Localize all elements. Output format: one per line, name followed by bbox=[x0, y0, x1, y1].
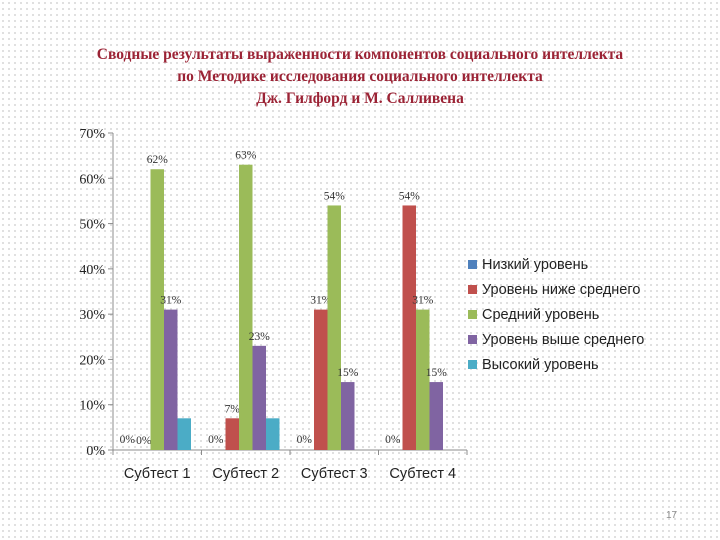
legend-entry: Низкий уровень bbox=[468, 253, 644, 278]
y-tick-label: 60% bbox=[79, 172, 105, 187]
bar bbox=[239, 164, 253, 450]
legend-label: Высокий уровень bbox=[482, 357, 599, 373]
data-label: 63% bbox=[235, 150, 257, 162]
x-tick-label: Субтест 1 bbox=[124, 466, 191, 482]
y-tick-label: 50% bbox=[79, 218, 105, 233]
data-label: 54% bbox=[399, 190, 421, 202]
data-label: 31% bbox=[310, 295, 332, 307]
bar bbox=[164, 309, 178, 450]
y-tick-label: 10% bbox=[79, 399, 105, 414]
bar bbox=[177, 418, 191, 450]
x-tick-label: Субтест 4 bbox=[389, 466, 456, 482]
chart-legend: Низкий уровень Уровень ниже среднего Средн… bbox=[468, 253, 644, 378]
data-label: 54% bbox=[324, 190, 346, 202]
bar bbox=[429, 382, 443, 450]
legend-swatch bbox=[468, 259, 477, 269]
bar bbox=[341, 382, 355, 450]
data-label: 62% bbox=[147, 154, 169, 166]
legend-swatch bbox=[468, 309, 477, 319]
page-number: 17 bbox=[666, 510, 678, 521]
legend-label: Низкий уровень bbox=[482, 257, 589, 273]
data-label: 0% bbox=[136, 435, 152, 447]
bar bbox=[416, 309, 430, 450]
data-label: 23% bbox=[249, 331, 271, 343]
legend-swatch bbox=[468, 359, 477, 369]
y-tick-label: 40% bbox=[79, 263, 105, 278]
bar bbox=[252, 345, 266, 450]
chart-title-line-1: Сводные результаты выраженности компонен… bbox=[96, 46, 624, 63]
y-tick-label: 20% bbox=[79, 353, 105, 368]
legend-entry: Высокий уровень bbox=[468, 353, 644, 378]
data-label: 7% bbox=[225, 403, 241, 415]
chart-title-line-3: Дж. Гилфорд и М. Салливена bbox=[256, 90, 464, 107]
data-label: 0% bbox=[120, 434, 136, 446]
legend-entry: Уровень ниже среднего bbox=[468, 278, 644, 303]
legend-swatch bbox=[468, 284, 477, 294]
y-tick-label: 30% bbox=[79, 308, 105, 323]
data-label: 0% bbox=[385, 434, 401, 446]
chart-title-line-2: по Методике исследования социального инт… bbox=[177, 68, 543, 85]
data-label: 31% bbox=[412, 295, 434, 307]
data-label: 0% bbox=[297, 434, 313, 446]
chart-title: Сводные результаты выраженности компонен… bbox=[0, 44, 720, 110]
data-label: 31% bbox=[160, 295, 182, 307]
y-tick-label: 70% bbox=[79, 127, 105, 142]
legend-label: Уровень выше среднего bbox=[482, 332, 645, 348]
x-tick-label: Субтест 3 bbox=[301, 466, 368, 482]
legend-label: Средний уровень bbox=[482, 307, 600, 323]
legend-swatch bbox=[468, 334, 477, 344]
bar bbox=[327, 205, 341, 450]
data-label: 15% bbox=[426, 367, 448, 379]
data-label: 0% bbox=[208, 434, 224, 446]
legend-entry: Уровень выше среднего bbox=[468, 328, 644, 353]
bar bbox=[314, 309, 328, 450]
bar bbox=[225, 418, 239, 450]
bar bbox=[150, 169, 164, 450]
x-tick-label: Субтест 2 bbox=[212, 466, 279, 482]
bar bbox=[402, 205, 416, 450]
y-tick-label: 0% bbox=[86, 444, 105, 459]
legend-entry: Средний уровень bbox=[468, 303, 644, 328]
bar bbox=[266, 418, 280, 450]
legend-label: Уровень ниже среднего bbox=[482, 282, 641, 298]
data-label: 15% bbox=[337, 367, 359, 379]
